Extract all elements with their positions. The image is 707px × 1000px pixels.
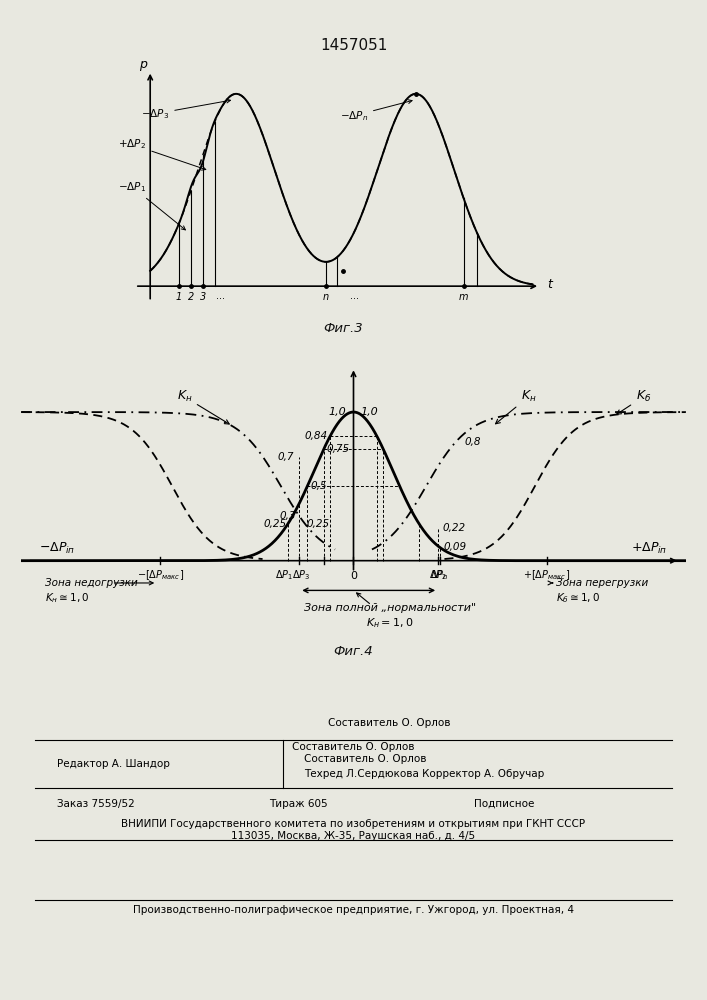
Text: Подписное: Подписное bbox=[474, 799, 534, 809]
Text: p: p bbox=[139, 58, 146, 71]
Text: 0,09: 0,09 bbox=[444, 542, 467, 552]
Text: 0,5: 0,5 bbox=[310, 481, 327, 491]
Text: Заказ 7559/52: Заказ 7559/52 bbox=[57, 799, 134, 809]
Text: t: t bbox=[548, 278, 552, 291]
Text: 0,84: 0,84 bbox=[304, 431, 327, 441]
Text: $+\Delta P_2$: $+\Delta P_2$ bbox=[119, 138, 206, 170]
Text: $K_н \cong 1,0$: $K_н \cong 1,0$ bbox=[45, 591, 90, 605]
Text: Техред Л.Сердюкова Корректор А. Обручар: Техред Л.Сердюкова Корректор А. Обручар bbox=[304, 769, 544, 779]
Text: ВНИИПИ Государственного комитета по изобретениям и открытиям при ГКНТ СССР: ВНИИПИ Государственного комитета по изоб… bbox=[122, 819, 585, 829]
Text: $-\Delta P_3$: $-\Delta P_3$ bbox=[141, 99, 230, 121]
Text: Фиг.4: Фиг.4 bbox=[334, 645, 373, 658]
Text: 0,75: 0,75 bbox=[327, 444, 350, 454]
Text: Фиг.3: Фиг.3 bbox=[323, 322, 363, 335]
Text: Составитель О. Орлов: Составитель О. Орлов bbox=[304, 754, 426, 764]
Text: $K_н$: $K_н$ bbox=[177, 389, 229, 424]
Text: 0,25: 0,25 bbox=[263, 519, 286, 529]
Text: 0,3: 0,3 bbox=[280, 511, 296, 521]
Text: 0,7: 0,7 bbox=[278, 452, 294, 462]
Text: n: n bbox=[323, 292, 329, 302]
Text: $-\Delta P_1$: $-\Delta P_1$ bbox=[118, 180, 185, 230]
Text: Зона полной „нормальности": Зона полной „нормальности" bbox=[304, 603, 476, 613]
Text: $\Delta P_1\Delta P_3$: $\Delta P_1\Delta P_3$ bbox=[276, 569, 311, 582]
Text: $+[\Delta P_{макс}]$: $+[\Delta P_{макс}]$ bbox=[523, 569, 571, 582]
Text: 1,0: 1,0 bbox=[329, 407, 346, 417]
Text: ...: ... bbox=[350, 291, 359, 301]
Text: $+\Delta P_{i п}$: $+\Delta P_{i п}$ bbox=[631, 541, 667, 556]
Text: Зона недогрузки: Зона недогрузки bbox=[45, 578, 138, 588]
Text: $\Delta P_2$: $\Delta P_2$ bbox=[429, 569, 447, 582]
Text: 0,22: 0,22 bbox=[443, 523, 465, 533]
Text: 1,0: 1,0 bbox=[361, 407, 378, 417]
Text: $-\Delta P_n$: $-\Delta P_n$ bbox=[340, 100, 412, 123]
Text: Составитель О. Орлов: Составитель О. Орлов bbox=[292, 742, 415, 752]
Text: 3: 3 bbox=[200, 292, 206, 302]
Text: $-[\Delta P_{макс}]$: $-[\Delta P_{макс}]$ bbox=[136, 569, 184, 582]
Text: $K_б$: $K_б$ bbox=[617, 389, 651, 414]
Text: Зона перегрузки: Зона перегрузки bbox=[556, 578, 648, 588]
Text: Составитель О. Орлов: Составитель О. Орлов bbox=[327, 718, 450, 728]
Text: Редактор А. Шандор: Редактор А. Шандор bbox=[57, 759, 170, 769]
Text: Производственно-полиграфическое предприятие, г. Ужгород, ул. Проектная, 4: Производственно-полиграфическое предприя… bbox=[133, 905, 574, 915]
Text: 0: 0 bbox=[350, 571, 357, 581]
Text: Тираж 605: Тираж 605 bbox=[269, 799, 327, 809]
Text: 113035, Москва, Ж-35, Раушская наб., д. 4/5: 113035, Москва, Ж-35, Раушская наб., д. … bbox=[231, 831, 476, 841]
Text: 2: 2 bbox=[188, 292, 194, 302]
Text: $\Delta P_n$: $\Delta P_n$ bbox=[431, 569, 449, 582]
Text: $-\Delta P_{i п}$: $-\Delta P_{i п}$ bbox=[40, 541, 76, 556]
Text: 0,8: 0,8 bbox=[465, 437, 481, 447]
Text: $K_б \cong 1,0$: $K_б \cong 1,0$ bbox=[556, 591, 600, 605]
Text: ...: ... bbox=[216, 291, 226, 301]
Text: $K_н = 1,0$: $K_н = 1,0$ bbox=[366, 616, 414, 630]
Text: $K_н$: $K_н$ bbox=[496, 389, 537, 424]
Text: m: m bbox=[459, 292, 468, 302]
Text: 1: 1 bbox=[176, 292, 182, 302]
Text: 1457051: 1457051 bbox=[320, 38, 387, 53]
Text: 0,25: 0,25 bbox=[306, 519, 329, 529]
